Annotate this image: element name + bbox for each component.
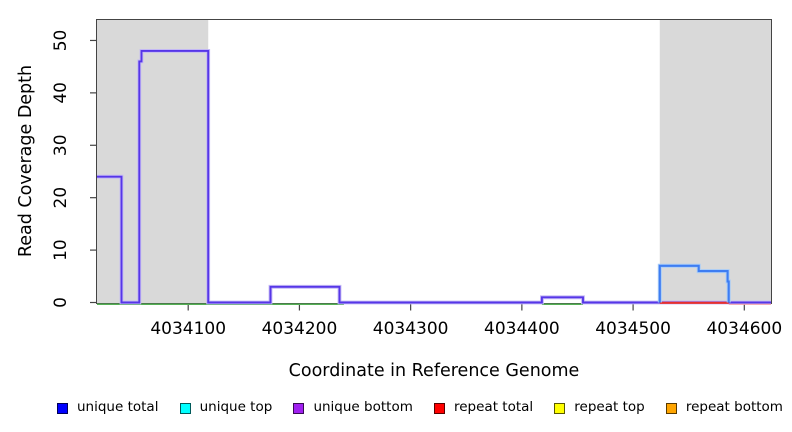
legend-swatch-unique-bottom — [293, 402, 305, 414]
legend-swatch-repeat-total — [433, 402, 445, 414]
y-tick-label: 30 — [51, 134, 71, 156]
y-tick-label: 20 — [51, 187, 71, 209]
x-tick-label: 4034100 — [150, 319, 226, 339]
legend-label: unique total — [77, 399, 159, 416]
legend-item-unique-bottom: unique bottom — [293, 399, 413, 416]
legend-swatch-unique-top — [179, 402, 191, 414]
x-tick-label: 4034300 — [373, 319, 449, 339]
legend-label: repeat bottom — [685, 399, 783, 416]
y-tick-label: 40 — [51, 82, 71, 104]
legend-label: unique bottom — [313, 399, 413, 416]
x-tick-label: 4034200 — [262, 319, 338, 339]
legend-item-unique-total: unique total — [57, 401, 158, 415]
legend-item-repeat-bottom: repeat bottom — [665, 399, 783, 416]
legend-swatch-repeat-top — [554, 402, 566, 414]
y-tick-label: 10 — [51, 239, 71, 261]
x-tick-label: 4034400 — [484, 319, 560, 339]
legend: unique total unique top unique bottom repea… — [57, 397, 783, 419]
unique-bottom-trace — [97, 49, 771, 304]
unique-total-trace — [658, 264, 730, 303]
y-tick-label: 50 — [51, 30, 71, 52]
legend-label: unique top — [199, 399, 273, 416]
x-axis-title: Coordinate in Reference Genome — [289, 361, 580, 381]
legend-swatch-unique-total — [57, 402, 68, 414]
legend-swatch-repeat-bottom — [665, 402, 677, 414]
legend-label: repeat top — [574, 399, 645, 416]
x-tick-label: 4034500 — [595, 319, 671, 339]
shaded-region — [97, 19, 209, 304]
legend-label: repeat total — [453, 399, 534, 416]
shaded-region — [659, 19, 771, 304]
x-tick-label: 4034600 — [706, 319, 782, 339]
y-axis-title: Read Coverage Depth — [16, 65, 36, 257]
legend-item-repeat-total: repeat total — [433, 399, 534, 416]
legend-item-repeat-top: repeat top — [554, 399, 645, 416]
y-tick-label: 0 — [51, 297, 71, 308]
legend-item-unique-top: unique top — [179, 399, 273, 416]
